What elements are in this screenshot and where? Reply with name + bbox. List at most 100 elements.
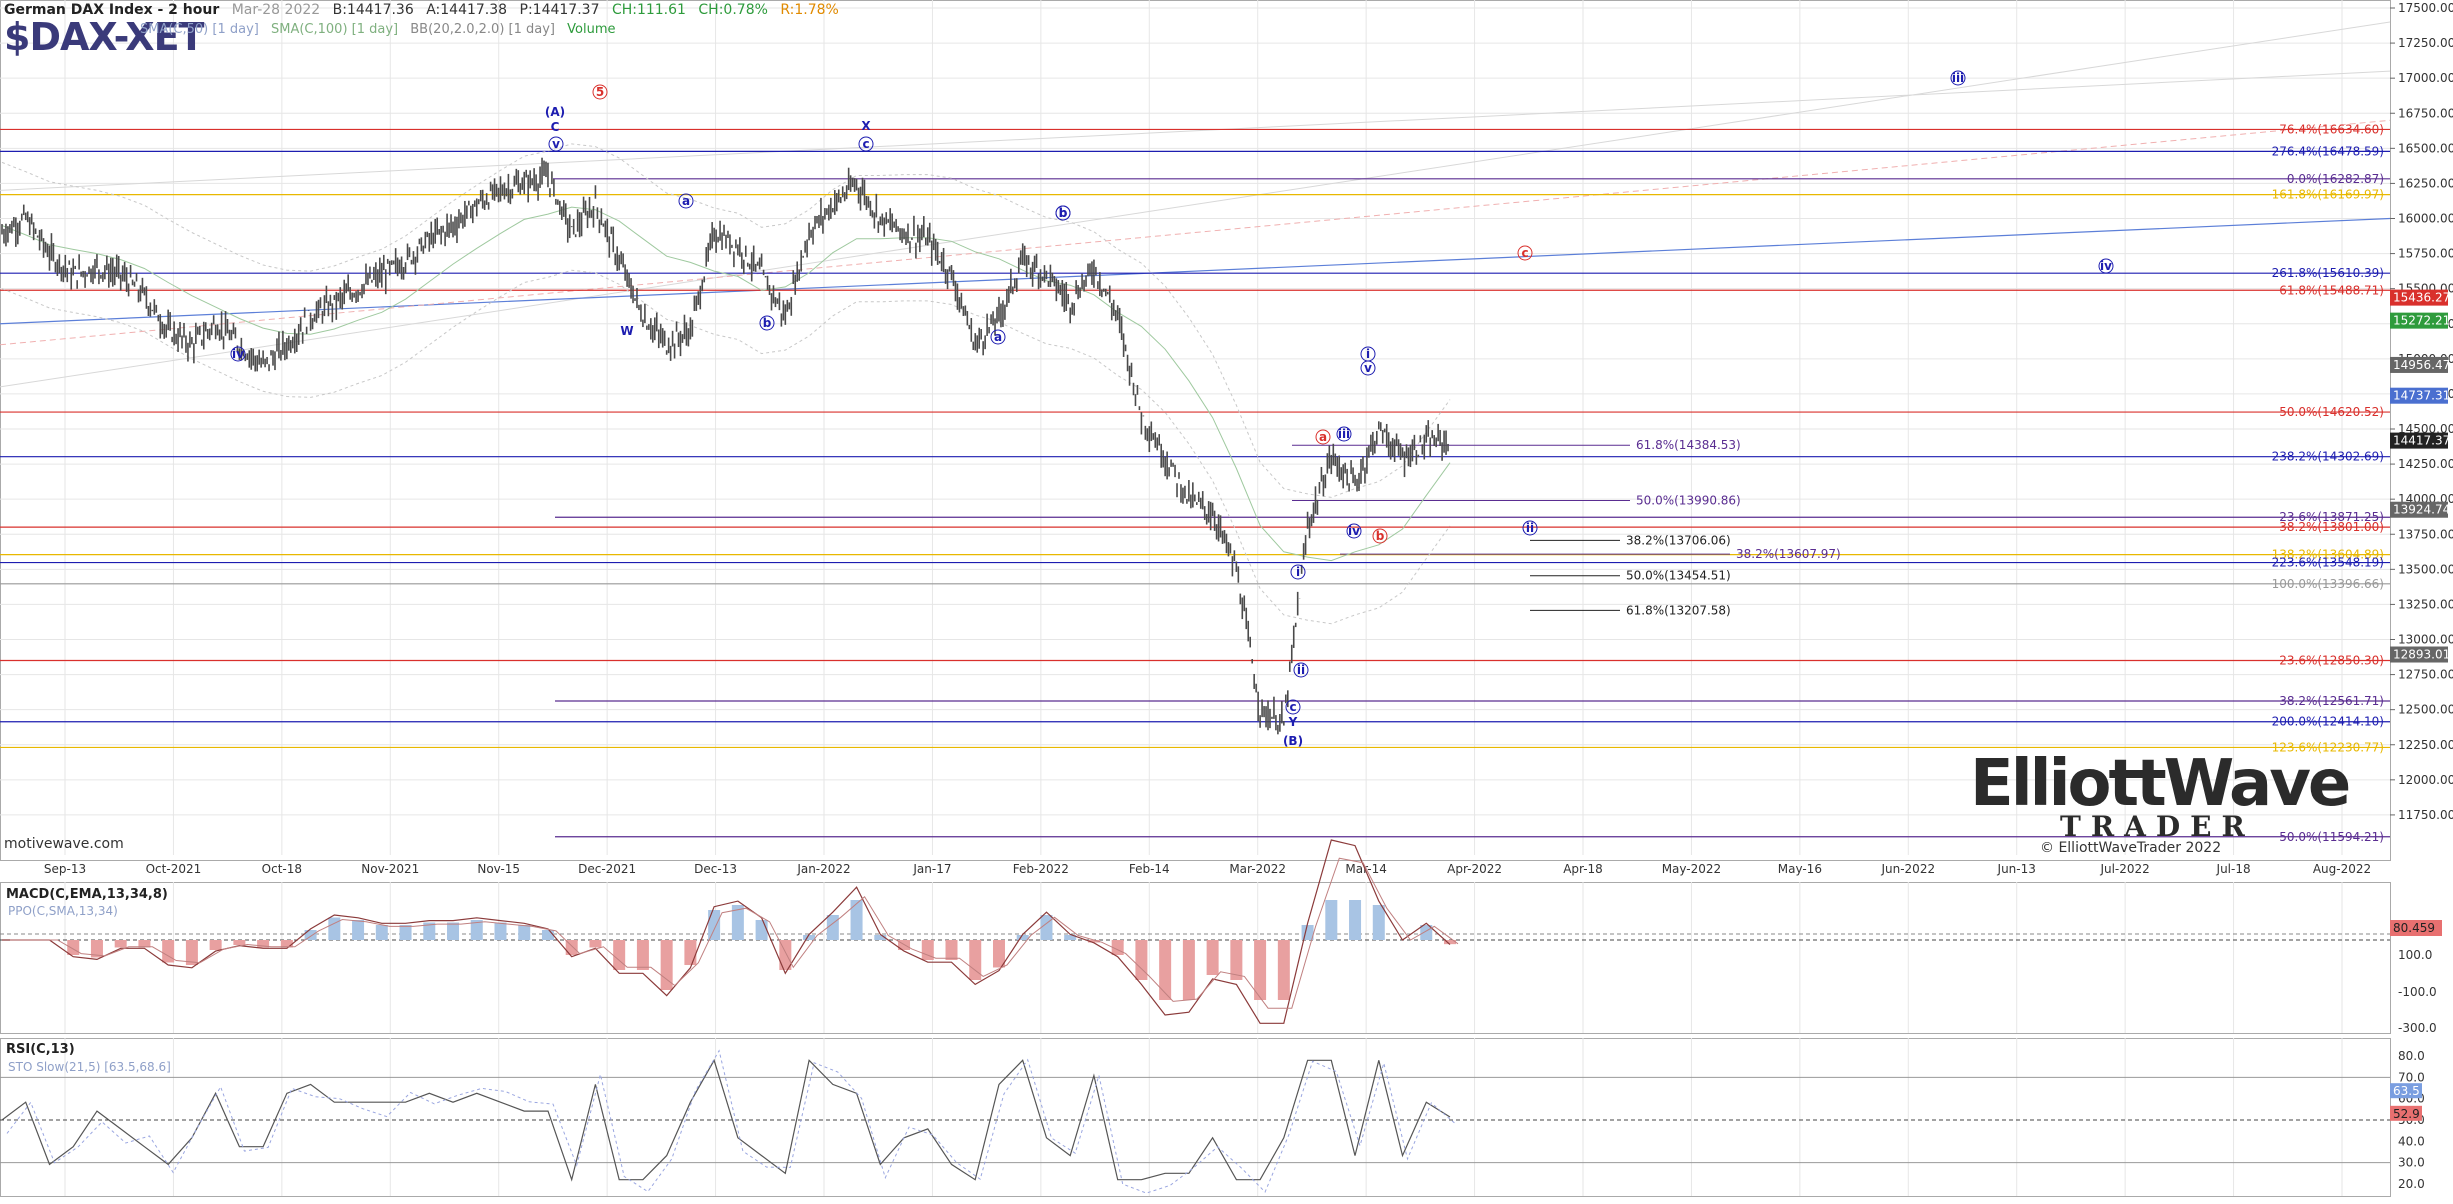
macd-tick-label: -100.0 [2398,985,2437,999]
wave-label: C [551,120,560,134]
macd-hist [826,915,839,940]
wave-label: b [1376,529,1385,543]
rsi-line [1,1058,1451,1182]
wave-label: W [620,324,633,338]
macd-hist [1349,900,1362,940]
fib-label: 38.2%(12561.71) [2279,694,2384,708]
macd-hist [423,922,436,940]
macd-value: 80.459 [2393,921,2435,935]
wave-circle [548,136,564,152]
macd-hist [874,935,887,940]
macd-hist [304,930,317,940]
rsi-tick-label: 30.0 [2398,1156,2425,1170]
elliottwave-logo: ElliottWave TRADER © ElliottWaveTrader 2… [1970,752,2351,856]
wave-label: a [994,330,1002,344]
macd-hist [1254,940,1267,1000]
fib-label: 0.0%(16282.87) [2287,172,2384,186]
price-tag [2390,289,2448,306]
x-tick-label: Dec-13 [694,862,737,876]
rsi-tick-label: 20.0 [2398,1177,2425,1191]
macd-hist [992,940,1005,968]
fib-label: 138.2%(13604.89) [2272,548,2384,562]
indicator-sma100[interactable]: SMA(C,100) [1 day] [271,22,399,37]
indicator-bb[interactable]: BB(20,2.0,2.0) [1 day] [410,22,555,37]
inner-fib-label: 50.0%(13990.86) [1636,493,1741,507]
inner-fib-label: 61.8%(14384.53) [1636,438,1741,452]
macd-value-tag [2390,920,2442,936]
wave-circle [1285,699,1301,715]
macd-hist [114,940,127,948]
fib-label: 161.8%(16169.97) [2272,188,2384,202]
macd-tick-label: -300.0 [2398,1021,2437,1035]
price-tag [2390,646,2448,663]
rsi-tick-label: 80.0 [2398,1049,2425,1063]
quote-bid: B:14417.36 [332,2,414,18]
wave-circle [1517,245,1533,261]
indicator-legend: SMA(C,50) [1 day] SMA(C,100) [1 day] BB(… [140,22,624,37]
y-tick-label: 11750.00 [2398,808,2453,822]
wave-label: i [1366,347,1370,361]
y-tick-label: 14500.00 [2398,422,2453,436]
x-tick-label: Jan-2022 [796,862,850,876]
wave-label: b [1059,206,1068,220]
inner-fib-label: 61.8%(13207.58) [1626,603,1731,617]
indicator-sma50[interactable]: SMA(C,50) [1 day] [140,22,259,37]
wave-label: v [552,137,560,151]
wave-circle [2098,258,2114,274]
y-tick-label: 13500.00 [2398,562,2453,576]
price-tag [2390,432,2448,449]
macd-hist [447,922,460,940]
quote-ask: A:14417.38 [426,2,508,18]
macd-hist [185,940,198,965]
macd-hist [1301,925,1314,940]
y-tick-label: 15750.00 [2398,247,2453,261]
rsi-value: 63.5 [2393,1084,2420,1098]
trend-line [0,21,2391,388]
wave-label: c [1289,700,1296,714]
fib-label: 123.6%(12230.77) [2272,740,2384,754]
y-tick-label: 16000.00 [2398,212,2453,226]
macd-hist [162,940,175,963]
fib-label: 23.6%(13871.25) [2279,510,2384,524]
macd-hist [1064,935,1077,940]
x-tick-label: Aug-2022 [2313,862,2371,876]
macd-hist [209,940,222,950]
macd-hist [328,917,341,940]
price-tag-label: 12893.01 [2393,648,2450,662]
wave-label: (B) [1283,734,1303,748]
macd-hist [1016,935,1029,940]
macd-hist [1087,940,1100,943]
fib-label: 50.0%(14620.52) [2279,405,2384,419]
macd-hist [1444,940,1456,945]
y-tick-label: 12750.00 [2398,668,2453,682]
macd-hist [541,930,554,940]
wave-label: c [862,137,869,151]
logo-copyright: © ElliottWaveTrader 2022 [2040,840,2222,856]
wave-label: ii [1297,663,1305,677]
fib-label: 23.6%(12850.30) [2279,654,2384,668]
macd-hist [921,940,934,960]
macd-hist [1325,900,1338,940]
x-tick-label: Nov-15 [477,862,520,876]
macd-hist [470,920,483,940]
macd-hist [1206,940,1219,975]
macd-hist [708,910,721,940]
wave-label: 5 [596,85,604,99]
macd-hist [67,940,80,955]
x-tick-label: Jul-18 [2216,862,2251,876]
fib-label: 261.8%(15610.39) [2272,266,2384,280]
macd-hist [1182,940,1195,1000]
macd-hist [518,925,531,940]
indicator-volume[interactable]: Volume [567,22,616,37]
wave-circle [990,329,1006,345]
fib-label: 50.0%(11594.21) [2279,830,2384,844]
macd-hist [1230,940,1243,980]
x-tick-label: Feb-14 [1129,862,1170,876]
macd-hist [779,940,792,970]
macd-hist [850,900,863,940]
wave-circle [1293,662,1309,678]
wave-label: (A) [545,105,565,119]
macd-signal [10,857,1459,1009]
x-tick-label: Jun-2022 [1880,862,1935,876]
x-tick-label: Nov-2021 [361,862,419,876]
